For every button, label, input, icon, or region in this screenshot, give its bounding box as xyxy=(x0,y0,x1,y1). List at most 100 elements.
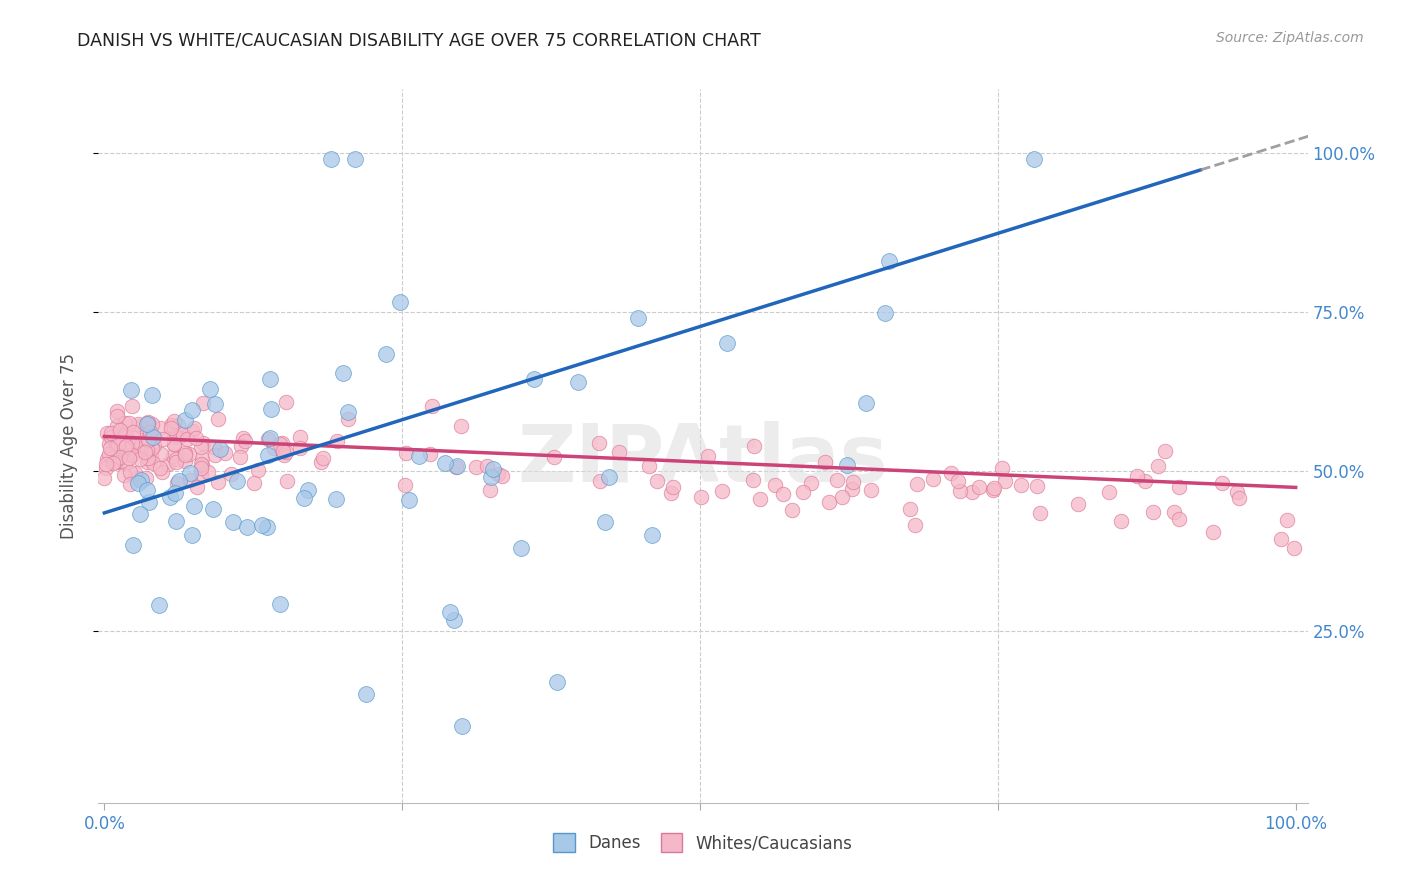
Point xyxy=(257,448,280,462)
Point xyxy=(167,474,190,488)
Point xyxy=(337,405,360,419)
Point xyxy=(136,434,159,448)
Point xyxy=(179,473,201,487)
Point xyxy=(134,445,156,459)
Point xyxy=(163,413,186,427)
Point xyxy=(479,470,502,484)
Point xyxy=(395,446,418,460)
Point xyxy=(439,605,461,619)
Point xyxy=(290,430,312,444)
Point xyxy=(176,432,198,446)
Point xyxy=(149,461,172,475)
Point xyxy=(138,416,160,430)
Point xyxy=(641,528,664,542)
Point xyxy=(122,425,145,440)
Point xyxy=(510,541,533,555)
Point xyxy=(163,436,186,450)
Point xyxy=(859,483,882,497)
Point xyxy=(690,490,713,504)
Point xyxy=(162,450,184,464)
Point xyxy=(1275,513,1298,527)
Point xyxy=(662,480,685,494)
Point xyxy=(100,425,122,440)
Point xyxy=(166,476,188,491)
Point xyxy=(165,430,187,444)
Point xyxy=(1211,476,1233,491)
Point xyxy=(121,538,143,552)
Point xyxy=(696,450,718,464)
Point xyxy=(108,450,131,464)
Point xyxy=(607,444,630,458)
Point xyxy=(446,458,468,473)
Point xyxy=(150,447,173,461)
Point xyxy=(983,481,1005,495)
Point xyxy=(124,466,146,480)
Point xyxy=(742,439,765,453)
Point xyxy=(962,485,984,500)
Point xyxy=(394,477,416,491)
Point xyxy=(163,485,186,500)
Point xyxy=(174,454,197,468)
Point xyxy=(183,421,205,435)
Point xyxy=(465,459,488,474)
Point xyxy=(190,458,212,473)
Point xyxy=(990,461,1012,475)
Point xyxy=(1067,497,1090,511)
Point xyxy=(121,400,143,414)
Point xyxy=(166,418,188,433)
Point xyxy=(263,441,285,455)
Point xyxy=(105,455,128,469)
Point xyxy=(129,418,152,433)
Point xyxy=(1025,479,1047,493)
Point xyxy=(190,450,212,465)
Point xyxy=(174,446,197,460)
Point xyxy=(150,466,173,480)
Point xyxy=(841,482,863,496)
Point xyxy=(589,474,612,488)
Point xyxy=(546,674,568,689)
Point xyxy=(117,442,139,457)
Point xyxy=(243,476,266,491)
Point xyxy=(125,471,148,485)
Point xyxy=(772,487,794,501)
Point xyxy=(659,485,682,500)
Point xyxy=(204,448,226,462)
Point xyxy=(288,441,311,455)
Point xyxy=(420,399,443,413)
Point xyxy=(219,467,242,481)
Point xyxy=(398,492,420,507)
Point xyxy=(142,430,165,444)
Point xyxy=(450,418,472,433)
Point xyxy=(172,426,194,441)
Point xyxy=(270,435,292,450)
Point xyxy=(443,613,465,627)
Point xyxy=(1163,505,1185,519)
Point xyxy=(149,421,172,435)
Point xyxy=(127,442,149,456)
Point xyxy=(118,417,141,431)
Point xyxy=(645,474,668,488)
Point xyxy=(814,455,837,469)
Point xyxy=(250,518,273,533)
Point xyxy=(259,431,281,445)
Point xyxy=(567,375,589,389)
Point xyxy=(877,254,900,268)
Point xyxy=(835,458,858,473)
Point xyxy=(598,470,620,484)
Point xyxy=(332,366,354,380)
Point xyxy=(197,466,219,480)
Point xyxy=(319,153,342,167)
Point xyxy=(841,475,863,490)
Point xyxy=(135,471,157,485)
Point xyxy=(375,347,398,361)
Point xyxy=(114,426,136,441)
Point xyxy=(107,437,129,451)
Point xyxy=(343,153,366,167)
Point xyxy=(450,719,472,733)
Point xyxy=(179,466,201,480)
Point xyxy=(1168,512,1191,526)
Point xyxy=(780,503,803,517)
Point xyxy=(748,492,770,507)
Point xyxy=(122,431,145,445)
Point xyxy=(111,430,134,444)
